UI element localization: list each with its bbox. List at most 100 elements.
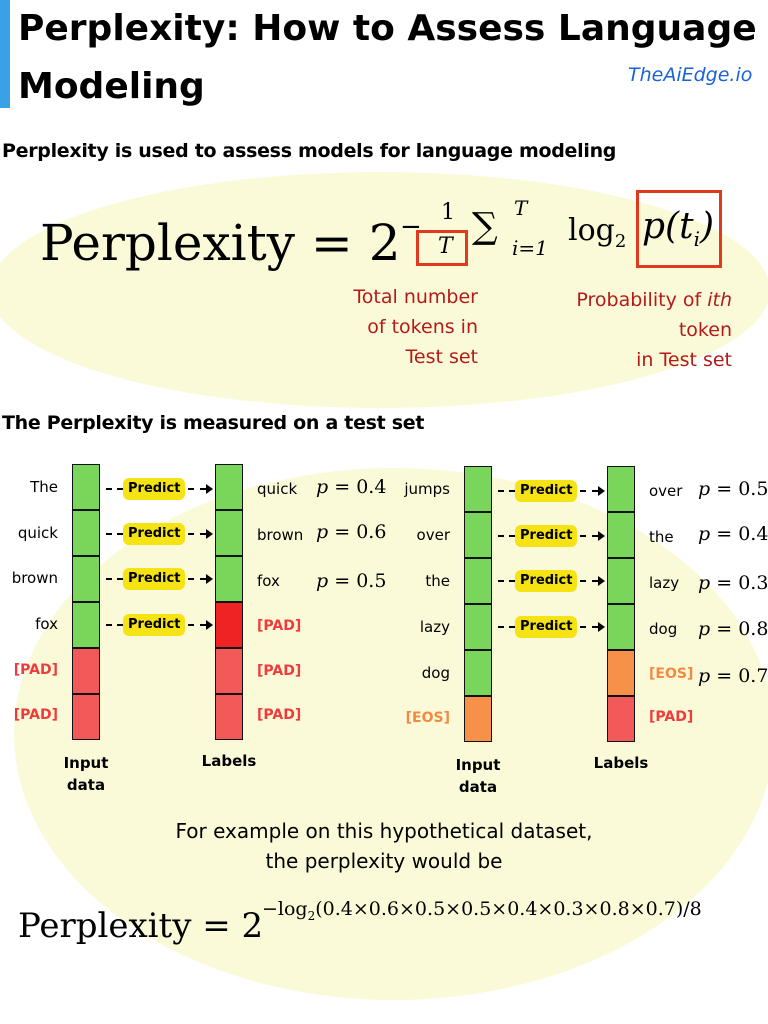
- left-label-cell: [215, 464, 243, 510]
- right-input-cell: [464, 604, 492, 650]
- left-labels-caption: Labels: [201, 752, 257, 770]
- predict-label: Predict: [515, 616, 578, 638]
- section-heading-assess: Perplexity is used to assess models for …: [2, 140, 617, 162]
- right-input-cell: [464, 466, 492, 512]
- left-probability: p = 0.6: [316, 521, 387, 543]
- formula-sum-symbol: ∑: [472, 206, 498, 247]
- arrow-head-icon: [206, 620, 213, 630]
- left-input-token-pad: [PAD]: [13, 662, 58, 678]
- right-input-cell: [464, 512, 492, 558]
- left-input-cell-pad: [72, 694, 100, 740]
- left-label-token-pad: [PAD]: [257, 707, 302, 723]
- formula-numerator: 1: [441, 200, 455, 225]
- brand-link[interactable]: TheAiEdge.io: [628, 64, 753, 86]
- note-probability: Probability of ith token in Test set: [576, 289, 732, 371]
- arrow-head-icon: [206, 484, 213, 494]
- right-probability: p = 0.7: [698, 665, 768, 687]
- left-label-token: quick: [257, 480, 298, 498]
- left-arrow-line: [106, 533, 123, 535]
- right-arrow-line: [498, 580, 515, 582]
- left-input-caption: Input data: [63, 754, 109, 794]
- formula-sum-top: T: [514, 196, 528, 220]
- predict-label: Predict: [123, 523, 186, 545]
- predict-label: Predict: [515, 570, 578, 592]
- predict-label: Predict: [515, 525, 578, 547]
- left-label-cell-pad: [215, 694, 243, 740]
- right-label-token: the: [649, 528, 674, 546]
- formula-sum-bottom: i=1: [512, 236, 548, 260]
- right-labels-caption: Labels: [593, 754, 649, 772]
- note-total-tokens: Total number of tokens in Test set: [353, 286, 478, 368]
- right-input-token-eos: [EOS]: [405, 710, 450, 726]
- left-arrow-line: [106, 578, 123, 580]
- left-input-cell: [72, 602, 100, 648]
- arrow-head-icon: [598, 576, 605, 586]
- arrow-head-icon: [598, 531, 605, 541]
- right-label-cell: [607, 604, 635, 650]
- left-probability: p = 0.5: [316, 570, 387, 592]
- left-input-cell-pad: [72, 648, 100, 694]
- arrow-head-icon: [206, 574, 213, 584]
- right-label-cell-pad: [607, 696, 635, 742]
- right-label-token-pad: [PAD]: [649, 709, 694, 725]
- left-probability: p = 0.4: [316, 476, 387, 498]
- arrow-head-icon: [206, 529, 213, 539]
- right-label-token: lazy: [649, 574, 680, 592]
- left-arrow-line: [188, 578, 206, 580]
- left-label-cell-pad: [215, 602, 243, 648]
- arrow-head-icon: [598, 486, 605, 496]
- left-label-cell-pad: [215, 648, 243, 694]
- right-label-cell-eos: [607, 650, 635, 696]
- right-probability: p = 0.8: [698, 618, 768, 640]
- right-arrow-line: [580, 580, 598, 582]
- example-caption: For example on this hypothetical dataset…: [175, 819, 593, 873]
- left-label-token: brown: [257, 526, 304, 544]
- arrow-head-icon: [598, 622, 605, 632]
- right-probability: p = 0.5: [698, 478, 768, 500]
- left-label-token-pad: [PAD]: [257, 663, 302, 679]
- right-input-caption: Input data: [455, 756, 501, 796]
- right-label-cell: [607, 558, 635, 604]
- right-label-token-eos: [EOS]: [649, 666, 694, 682]
- left-input-cell: [72, 464, 100, 510]
- example-formula-exponent: −log2(0.4×0.6×0.5×0.5×0.4×0.3×0.8×0.7)/8: [262, 898, 702, 923]
- left-arrow-line: [106, 488, 123, 490]
- left-input-cell: [72, 510, 100, 556]
- left-arrow-line: [188, 488, 206, 490]
- formula-lhs: Perplexity = 2: [40, 214, 401, 272]
- right-probability: p = 0.4: [698, 523, 768, 545]
- right-label-token: over: [649, 482, 683, 500]
- right-input-token: lazy: [419, 618, 450, 636]
- predict-label: Predict: [515, 480, 578, 502]
- left-arrow-line: [106, 624, 123, 626]
- example-formula-lhs: Perplexity = 2: [18, 906, 264, 946]
- left-arrow-line: [188, 624, 206, 626]
- right-input-token: over: [416, 526, 450, 544]
- right-label-cell: [607, 512, 635, 558]
- formula-log: log2: [568, 213, 627, 252]
- highlight-box-probability: [636, 190, 722, 268]
- right-input-token: dog: [421, 664, 450, 682]
- section-heading-test-set: The Perplexity is measured on a test set: [2, 412, 425, 434]
- left-input-cell: [72, 556, 100, 602]
- left-input-token: fox: [35, 615, 58, 633]
- left-input-token: brown: [11, 569, 58, 587]
- formula-probability: p(ti): [642, 206, 715, 252]
- right-arrow-line: [580, 626, 598, 628]
- right-input-cell: [464, 650, 492, 696]
- right-probability: p = 0.3: [698, 572, 768, 594]
- right-input-token: jumps: [404, 480, 450, 498]
- predict-label: Predict: [123, 614, 186, 636]
- left-label-token: fox: [257, 572, 280, 590]
- right-input-cell-eos: [464, 696, 492, 742]
- left-label-cell: [215, 556, 243, 602]
- predict-label: Predict: [123, 478, 186, 500]
- right-input-token: the: [425, 572, 450, 590]
- highlight-box-total-tokens: [416, 230, 468, 266]
- formula-denominator: T: [438, 234, 453, 259]
- left-label-token-pad: [PAD]: [257, 618, 302, 634]
- left-arrow-line: [188, 533, 206, 535]
- left-input-token: The: [30, 478, 58, 496]
- right-label-token: dog: [649, 620, 678, 638]
- right-arrow-line: [498, 490, 515, 492]
